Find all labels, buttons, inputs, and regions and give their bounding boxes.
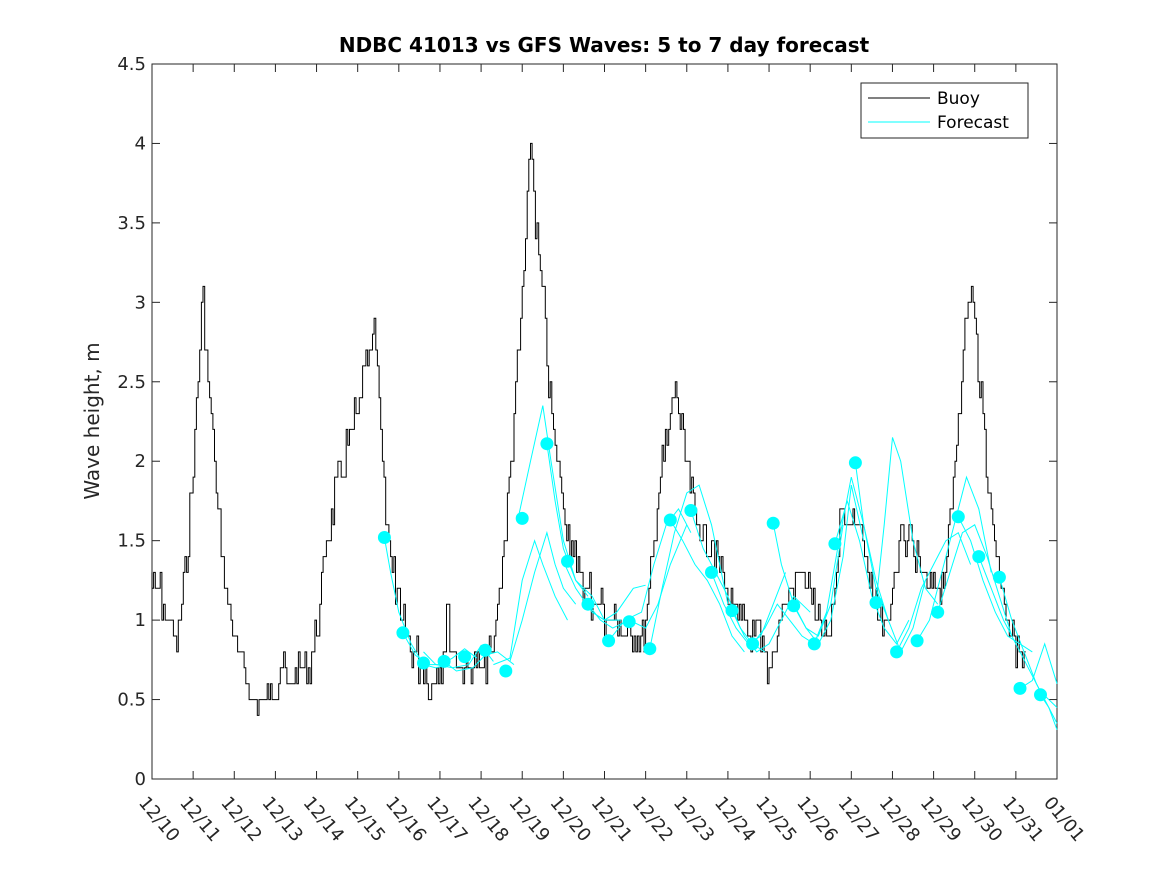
forecast-marker xyxy=(561,554,574,568)
legend: Buoy Forecast xyxy=(860,82,1029,139)
chart-title: NDBC 41013 vs GFS Waves: 5 to 7 day fore… xyxy=(339,33,870,57)
forecast-marker xyxy=(663,513,677,527)
forecast-line xyxy=(854,462,926,654)
y-tick-label: 2 xyxy=(135,451,146,472)
forecast-marker xyxy=(499,664,513,678)
forecast-line xyxy=(669,519,745,653)
forecast-marker xyxy=(377,531,391,544)
forecast-marker xyxy=(458,650,472,664)
forecast-line xyxy=(1019,642,1058,689)
y-tick-label: 1.5 xyxy=(117,531,146,552)
y-axis-label: Wave height, m xyxy=(80,342,104,499)
forecast-marker xyxy=(890,645,904,659)
y-tick-label: 0 xyxy=(135,769,146,790)
legend-forecast-label: Forecast xyxy=(937,113,1009,133)
forecast-line xyxy=(834,499,910,645)
forecast-marker xyxy=(910,634,924,648)
forecast-marker xyxy=(643,642,657,656)
forecast-marker xyxy=(581,597,595,611)
plot-area xyxy=(151,63,1058,780)
forecast-marker xyxy=(684,504,698,517)
forecast-marker xyxy=(705,565,718,579)
y-tick-label: 1 xyxy=(135,610,146,631)
forecast-line xyxy=(875,437,939,605)
forecast-line xyxy=(509,530,577,662)
forecast-marker xyxy=(972,550,986,564)
y-tick-label: 2.5 xyxy=(117,372,146,393)
forecast-marker xyxy=(828,537,842,551)
forecast-marker xyxy=(992,570,1006,584)
forecast-marker xyxy=(931,605,945,619)
y-tick-label: 0.5 xyxy=(117,690,146,711)
forecast-line xyxy=(562,561,646,621)
forecast-line xyxy=(896,531,972,653)
forecast-series xyxy=(383,405,1058,730)
forecast-marker xyxy=(396,626,410,640)
forecast-line xyxy=(649,484,729,649)
forecast-line xyxy=(493,539,568,666)
forecast-marker xyxy=(437,654,451,668)
forecast-marker xyxy=(725,604,739,618)
y-tick-label: 4 xyxy=(135,133,146,154)
forecast-marker xyxy=(1034,688,1047,702)
buoy-line xyxy=(151,142,1026,716)
y-tick-label: 3.5 xyxy=(117,213,146,234)
y-tick-label: 4.5 xyxy=(117,54,146,75)
buoy-series xyxy=(151,142,1026,716)
legend-buoy-label: Buoy xyxy=(937,89,980,109)
forecast-marker xyxy=(622,615,636,629)
forecast-line xyxy=(957,516,1033,653)
forecast-marker xyxy=(746,637,760,651)
forecast-line xyxy=(937,524,1013,637)
forecast-marker xyxy=(787,599,801,613)
forecast-line xyxy=(587,524,688,629)
forecast-marker xyxy=(869,596,883,610)
forecast-line xyxy=(383,537,449,669)
forecast-marker xyxy=(478,643,492,657)
y-tick-label: 3 xyxy=(135,292,146,313)
forecast-line xyxy=(793,484,865,645)
forecast-line xyxy=(731,595,811,653)
forecast-marker xyxy=(848,456,862,470)
forecast-marker xyxy=(1013,681,1027,695)
forecast-line xyxy=(443,651,515,672)
forecast-marker xyxy=(540,437,554,451)
forecast-marker xyxy=(417,656,430,670)
legend-box xyxy=(860,82,1029,139)
forecast-line xyxy=(916,475,992,642)
forecast-line xyxy=(813,476,889,645)
forecast-marker xyxy=(951,510,965,524)
forecast-marker xyxy=(766,516,780,530)
forecast-markers xyxy=(377,437,1047,702)
forecast-marker xyxy=(807,637,821,651)
forecast-marker xyxy=(515,511,529,525)
forecast-marker xyxy=(602,634,616,648)
